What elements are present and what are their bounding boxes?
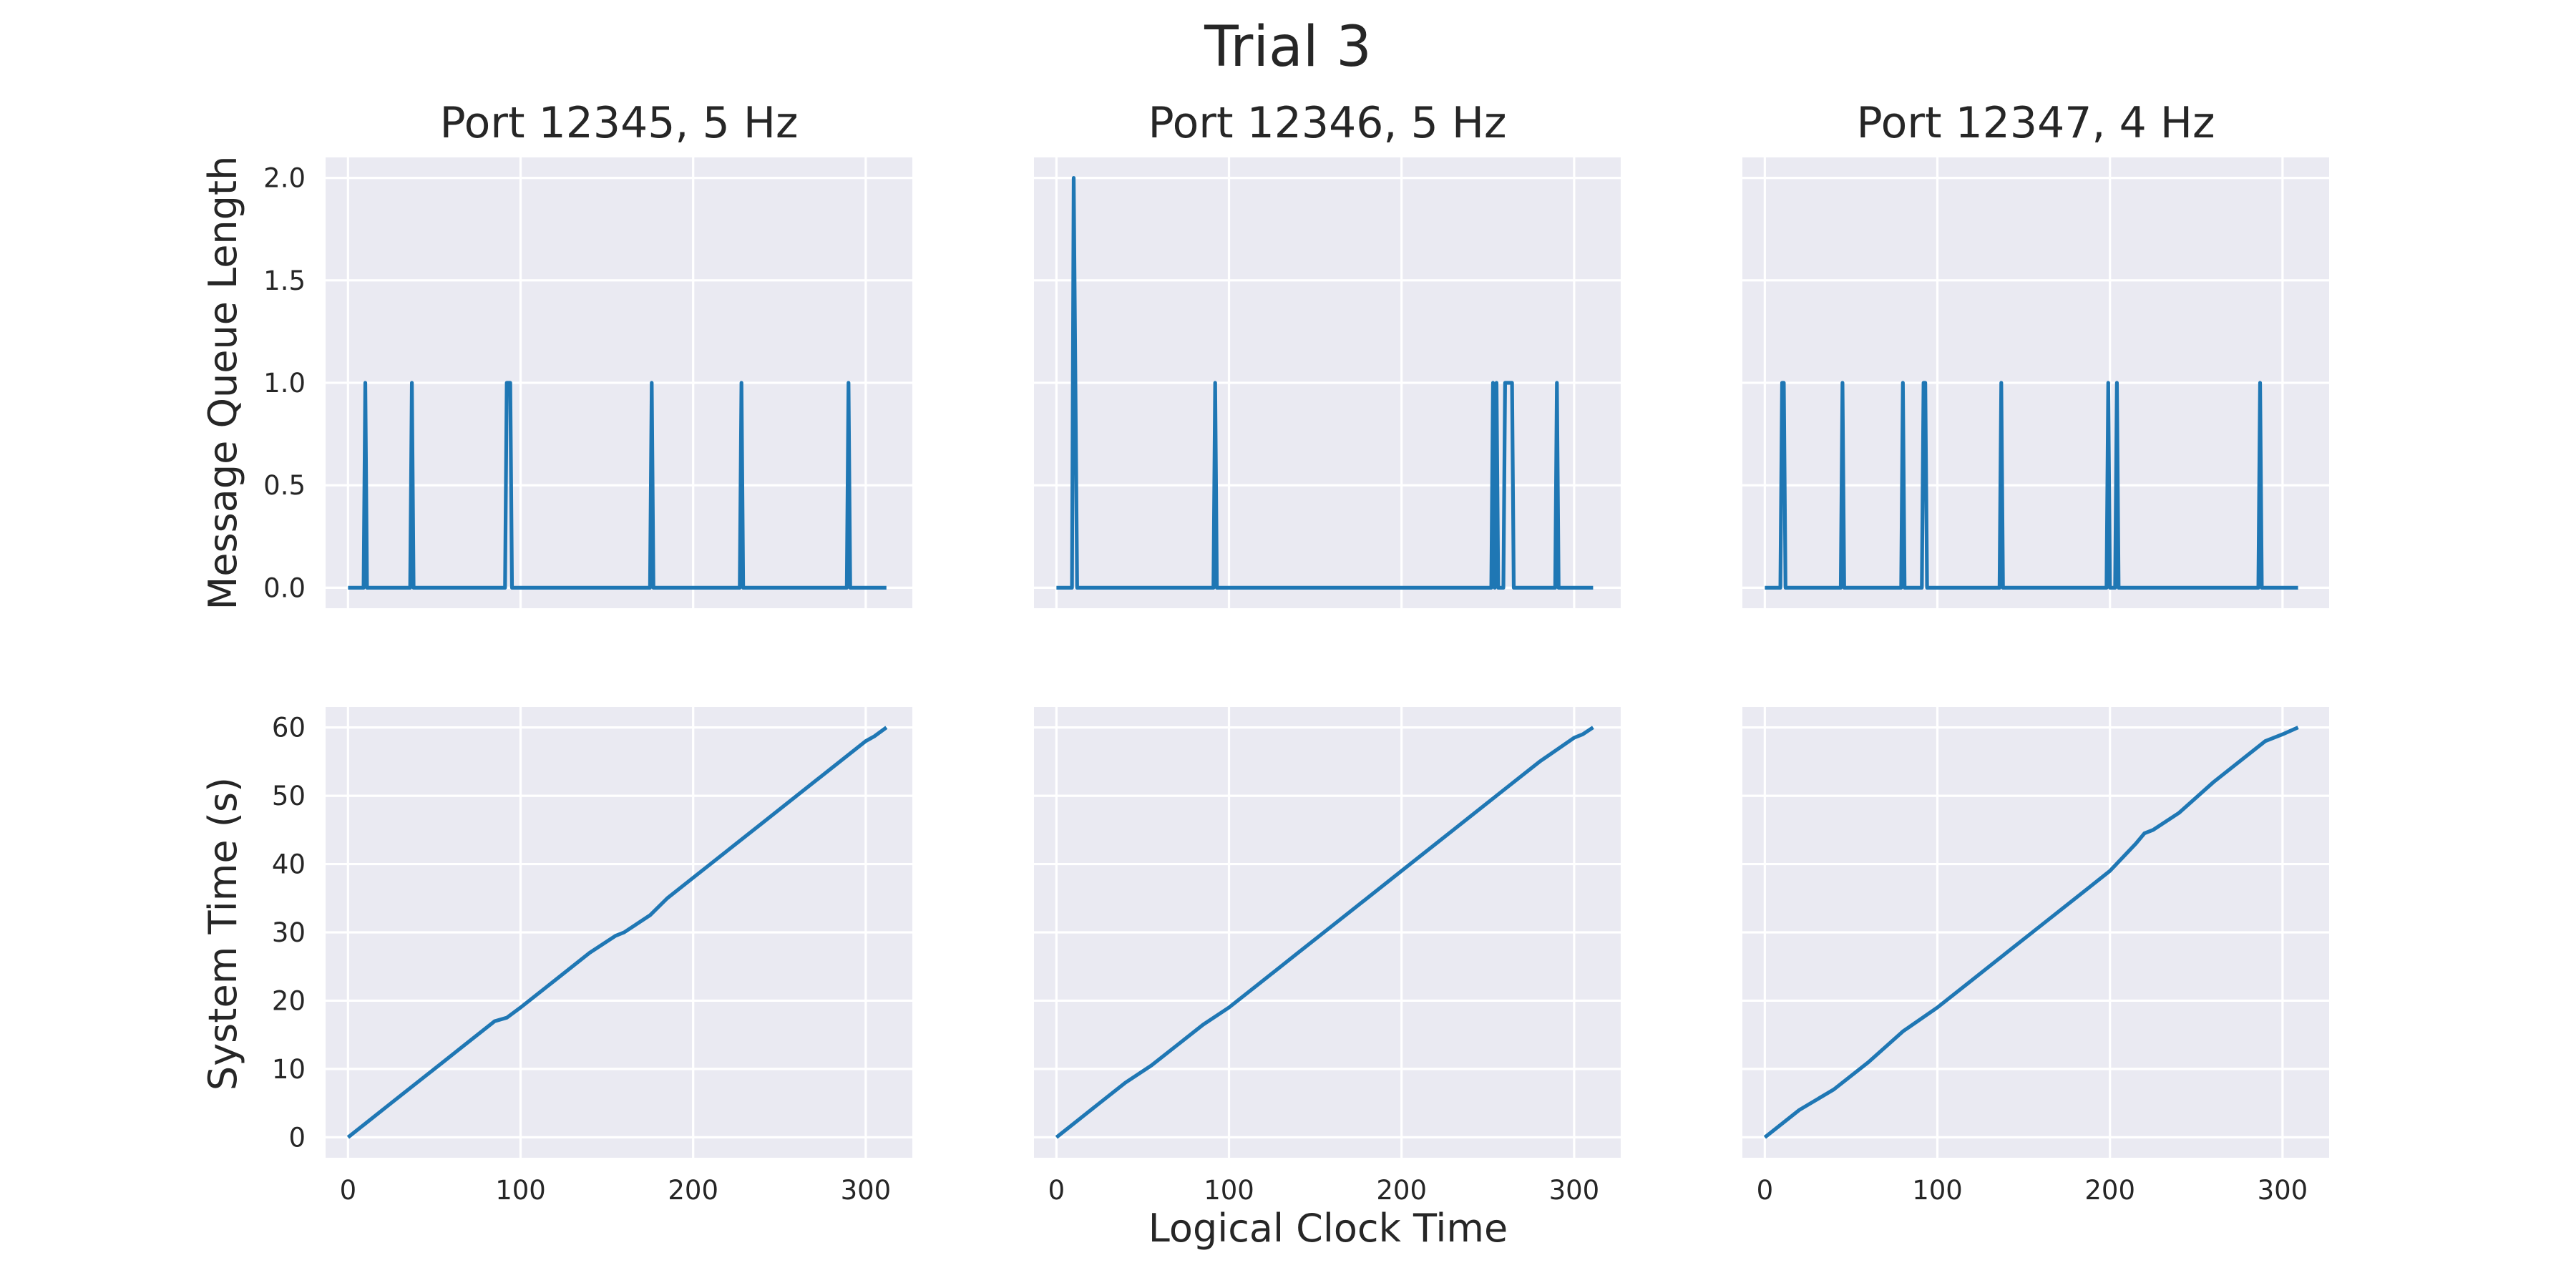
y-tick-label: 60 [272,713,306,743]
y-tick-label: 50 [272,781,306,811]
series-line [346,726,888,1139]
y-tick-label: 1.5 [263,265,306,296]
x-tick-label: 300 [2258,1175,2308,1206]
series-line [348,381,887,590]
x-tick-label: 100 [495,1175,546,1206]
row2-ylabel: System Time (s) [200,777,245,1091]
x-tick-label: 200 [1376,1175,1427,1206]
figure-xlabel: Logical Clock Time [1148,1206,1508,1251]
y-tick-label: 1.0 [263,368,306,399]
x-tick-label: 200 [668,1175,718,1206]
y-tick-label: 10 [272,1054,306,1085]
x-tick-label: 200 [2084,1175,2135,1206]
subplot-1: 0.0 0.5 1.0 1.5 2.0 Port 12345, 5 Hz [263,98,912,608]
subplot-5: 0 100 200 300 [1034,707,1621,1206]
x-tick-label: 300 [841,1175,892,1206]
subplot-title: Port 12347, 4 Hz [1857,98,2215,148]
x-tick-label: 100 [1912,1175,1963,1206]
series-line [1056,176,1594,590]
y-tick-label: 0 [288,1122,306,1153]
series-line [1763,726,2299,1139]
x-tick-label: 100 [1204,1175,1254,1206]
figure-title: Trial 3 [1204,15,1372,79]
subplot-title: Port 12345, 5 Hz [440,98,799,148]
y-tick-label: 0.0 [263,572,306,603]
subplot-6: 0 100 200 300 [1742,707,2329,1206]
y-tick-label: 20 [272,985,306,1016]
y-tick-label: 2.0 [263,163,306,194]
x-tick-label: 0 [340,1175,357,1206]
x-tick-label: 0 [1048,1175,1065,1206]
subplot-4: 0 10 20 30 40 50 60 0 100 200 300 [272,707,912,1206]
subplot-3: Port 12347, 4 Hz [1742,98,2329,608]
x-tick-label: 300 [1549,1175,1600,1206]
x-tick-label: 0 [1757,1175,1774,1206]
y-tick-label: 30 [272,917,306,948]
subplot-2: Port 12346, 5 Hz [1034,98,1621,608]
row1-ylabel: Message Queue Length [200,156,245,610]
y-tick-label: 40 [272,849,306,880]
subplot-title: Port 12346, 5 Hz [1148,98,1507,148]
y-tick-label: 0.5 [263,470,306,501]
series-line [1765,381,2298,590]
series-line [1055,726,1594,1139]
